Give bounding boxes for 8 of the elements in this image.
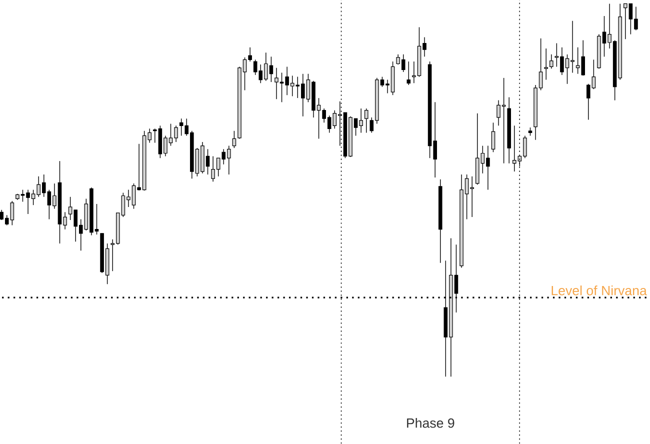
candlestick <box>491 122 496 153</box>
candlestick <box>549 54 554 70</box>
candlestick <box>544 48 548 80</box>
candlestick <box>232 130 236 149</box>
candlestick <box>406 61 411 86</box>
ref-line-label: Level of Nirvana <box>552 286 647 296</box>
candlestick <box>364 108 368 134</box>
text: Phase 9 <box>407 418 454 428</box>
